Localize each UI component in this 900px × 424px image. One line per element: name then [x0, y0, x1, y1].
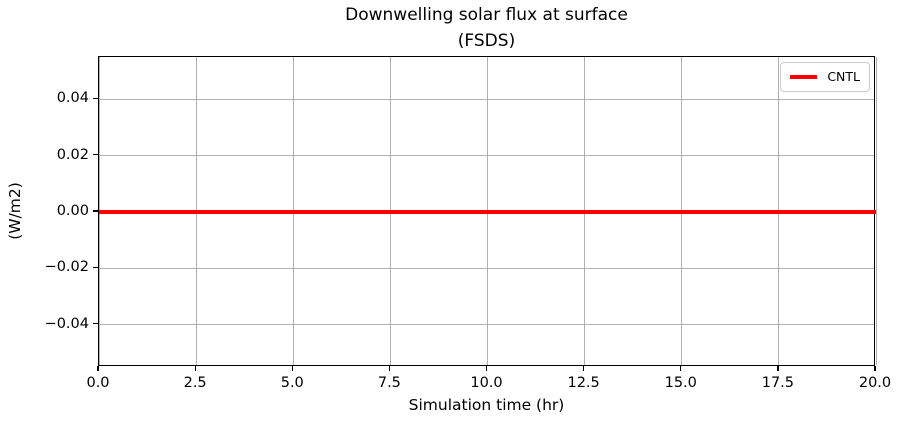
plot-area: CNTL	[98, 56, 877, 366]
x-axis-label: Simulation time (hr)	[408, 396, 565, 414]
chart-title: Downwelling solar flux at surface (FSDS)	[98, 2, 875, 54]
y-tick-label: −0.04	[44, 315, 89, 332]
chart-title-line1: Downwelling solar flux at surface	[345, 5, 628, 25]
x-tick-label: 15.0	[664, 375, 697, 391]
y-gridline	[99, 98, 874, 100]
x-tick-mark	[485, 366, 488, 371]
y-tick-label: 0.00	[56, 203, 89, 219]
y-gridline	[99, 324, 874, 326]
x-tick-mark	[874, 366, 876, 371]
y-tick-label: 0.02	[56, 146, 89, 163]
y-tick-mark	[93, 97, 98, 99]
y-tick-mark	[93, 154, 98, 156]
x-tick-mark	[777, 366, 779, 371]
x-tick-label: 20.0	[858, 375, 892, 391]
y-tick-mark	[93, 266, 98, 269]
legend-label-cntl: CNTL	[827, 69, 860, 84]
y-tick-label: −0.02	[44, 259, 89, 276]
x-tick-mark	[194, 366, 196, 371]
x-tick-label: 12.5	[567, 375, 600, 391]
x-tick-label: 0.0	[86, 375, 110, 391]
x-tick-mark	[388, 366, 391, 371]
x-tick-mark	[97, 366, 99, 371]
x-tick-mark	[583, 366, 585, 371]
x-tick-label: 7.5	[377, 375, 401, 391]
x-tick-label: 17.5	[761, 375, 795, 391]
y-gridline	[99, 267, 874, 269]
x-tick-mark	[680, 366, 682, 371]
legend: CNTL	[780, 62, 870, 92]
x-tick-label: 10.0	[470, 375, 503, 391]
x-tick-mark	[291, 366, 293, 371]
y-tick-mark	[93, 210, 98, 212]
y-tick-mark	[93, 323, 98, 325]
series-line-cntl	[99, 210, 876, 214]
chart-title-line2: (FSDS)	[457, 31, 516, 51]
x-tick-label: 2.5	[183, 375, 207, 391]
y-tick-label: 0.04	[56, 90, 89, 107]
x-gridline	[875, 57, 877, 365]
x-tick-label: 5.0	[280, 375, 304, 391]
y-gridline	[99, 155, 874, 157]
legend-line-swatch	[790, 75, 818, 79]
